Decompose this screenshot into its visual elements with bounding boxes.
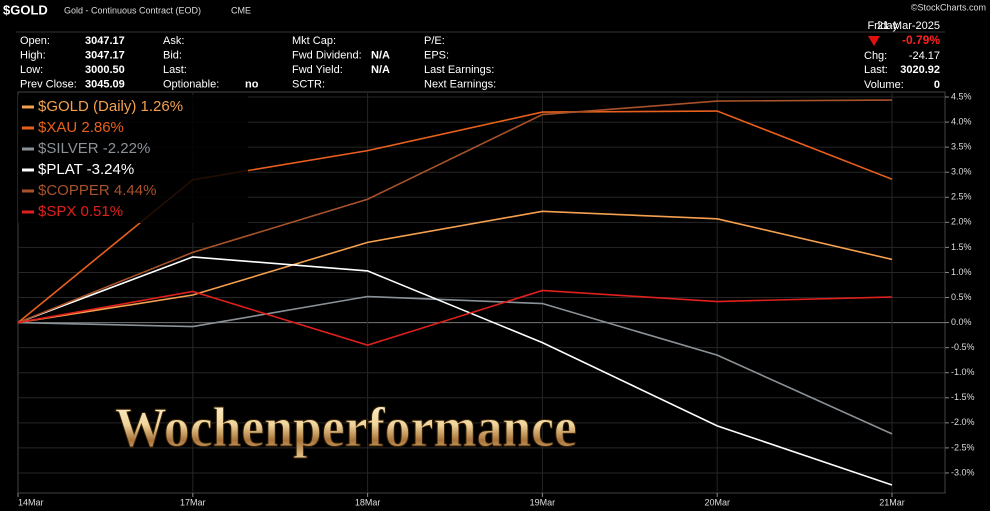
info-label: Bid: xyxy=(163,49,182,61)
series-line xyxy=(17,295,893,435)
volume: 0 xyxy=(934,79,940,91)
legend-entry: $SILVER -2.22% xyxy=(38,140,150,157)
legend-name: $XAU xyxy=(38,119,77,136)
legend-value: 2.86% xyxy=(81,119,124,136)
info-label: High: xyxy=(20,49,46,61)
legend-name: $SILVER xyxy=(38,140,99,157)
legend-entry: $COPPER 4.44% xyxy=(38,182,156,199)
quote-day: Friday xyxy=(867,20,898,32)
y-tick-label: 4.5% xyxy=(951,91,972,101)
legend-box xyxy=(18,95,248,223)
last: 3020.92 xyxy=(900,64,940,76)
y-tick-label: 1.0% xyxy=(951,267,972,277)
info-label: Prev Close: xyxy=(20,78,77,90)
legend-value: -3.24% xyxy=(87,161,135,178)
x-tick-label: 14Mar xyxy=(18,497,44,507)
last-label: Last: xyxy=(864,64,888,76)
y-tick-label: 0.5% xyxy=(951,292,972,302)
info-label: P/E: xyxy=(424,35,445,47)
x-tick-label: 18Mar xyxy=(355,497,381,507)
instrument-name: Gold - Continuous Contract (EOD) xyxy=(64,5,201,15)
info-value: no xyxy=(245,78,259,90)
legend-entry: $SPX 0.51% xyxy=(38,203,123,220)
y-tick-label: -3.0% xyxy=(951,467,975,477)
info-label: Low: xyxy=(20,64,43,76)
volume-label: Volume: xyxy=(864,79,904,91)
info-label: Fwd Yield: xyxy=(292,64,343,76)
info-value: 3047.17 xyxy=(85,49,125,61)
x-tick-label: 17Mar xyxy=(180,497,206,507)
y-tick-label: 4.0% xyxy=(951,116,972,126)
legend-name: $COPPER xyxy=(38,182,110,199)
info-label: Last Earnings: xyxy=(424,64,494,76)
legend-name: $PLAT xyxy=(38,161,83,178)
info-label: Open: xyxy=(20,35,50,47)
x-tick-label: 19Mar xyxy=(530,497,556,507)
legend-name: $GOLD (Daily) xyxy=(38,98,136,115)
legend-value: -2.22% xyxy=(103,140,151,157)
info-value: 3047.17 xyxy=(85,35,125,47)
info-label: Fwd Dividend: xyxy=(292,49,362,61)
legend-value: 4.44% xyxy=(114,182,157,199)
series-line xyxy=(17,289,893,346)
info-label: Ask: xyxy=(163,35,184,47)
info-label: Next Earnings: xyxy=(424,78,496,90)
series-line xyxy=(17,210,893,324)
y-tick-label: -0.5% xyxy=(951,342,975,352)
quote-date: 21-Mar-2025 xyxy=(877,20,940,32)
y-tick-label: 3.0% xyxy=(951,167,972,177)
plot-frame xyxy=(17,91,946,494)
legend-value: 0.51% xyxy=(81,203,124,220)
info-label: Optionable: xyxy=(163,78,219,90)
info-label: EPS: xyxy=(424,49,449,61)
info-label: Mkt Cap: xyxy=(292,35,336,47)
legend-entry: $XAU 2.86% xyxy=(38,119,124,136)
info-value: N/A xyxy=(371,64,390,76)
y-tick-label: 2.5% xyxy=(951,192,972,202)
down-arrow xyxy=(868,36,880,46)
change-pct: -0.79% xyxy=(902,33,940,47)
legend-value: 1.26% xyxy=(141,98,184,115)
y-tick-label: 3.5% xyxy=(951,142,972,152)
y-tick-label: 0.0% xyxy=(951,317,972,327)
y-tick-label: 1.5% xyxy=(951,242,972,252)
chg: -24.17 xyxy=(909,50,940,62)
chg-label: Chg: xyxy=(864,50,887,62)
legend-entry: $GOLD (Daily) 1.26% xyxy=(38,98,183,115)
info-label: SCTR: xyxy=(292,78,325,90)
info-value: 3000.50 xyxy=(85,64,125,76)
x-tick-label: 21Mar xyxy=(879,497,905,507)
series-line xyxy=(17,99,893,324)
info-value: N/A xyxy=(371,49,390,61)
credit: ©StockCharts.com xyxy=(911,2,986,12)
symbol: $GOLD xyxy=(3,2,48,17)
x-tick-label: 20Mar xyxy=(704,497,730,507)
y-tick-label: 2.0% xyxy=(951,217,972,227)
y-tick-label: -2.0% xyxy=(951,417,975,427)
y-tick-label: -1.5% xyxy=(951,392,975,402)
exchange: CME xyxy=(231,5,251,15)
legend-entry: $PLAT -3.24% xyxy=(38,161,134,178)
info-label: Last: xyxy=(163,64,187,76)
series-line xyxy=(17,256,893,486)
y-tick-label: -2.5% xyxy=(951,442,975,452)
y-tick-label: -1.0% xyxy=(951,367,975,377)
watermark: Wochenperformance xyxy=(115,397,577,459)
legend-name: $SPX xyxy=(38,203,76,220)
info-value: 3045.09 xyxy=(85,78,125,90)
